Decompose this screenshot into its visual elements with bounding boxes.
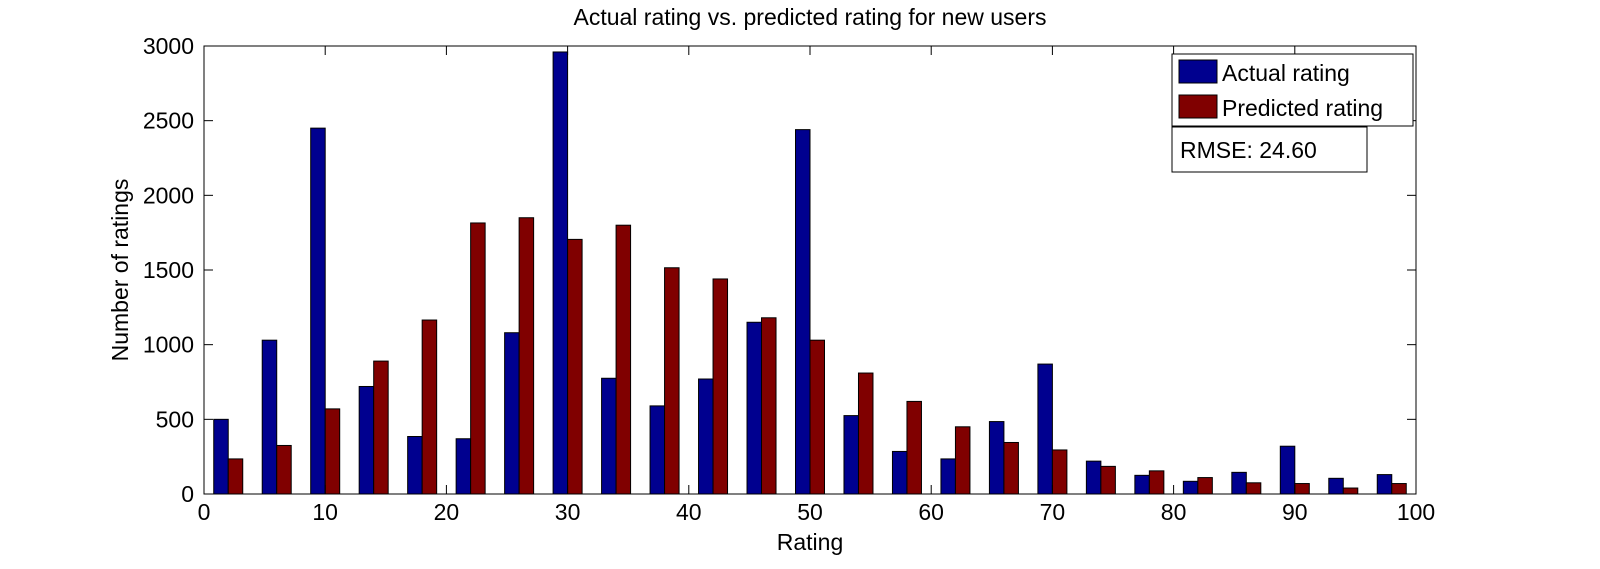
bar-predicted (518, 217, 535, 495)
y-tick-label: 1000 (143, 332, 194, 358)
bar-actual (940, 458, 956, 495)
x-tick-label: 40 (676, 499, 702, 525)
bar-actual (504, 332, 520, 495)
bar-actual (407, 436, 423, 495)
chart-title: Actual rating vs. predicted rating for n… (573, 4, 1046, 30)
bar-actual (1085, 460, 1102, 495)
y-tick-label: 3000 (143, 33, 194, 59)
bar-actual (1376, 474, 1393, 495)
bar-actual (261, 339, 278, 495)
legend-swatch-predicted (1178, 94, 1218, 119)
bar-predicted (373, 360, 389, 495)
y-tick-label: 0 (181, 481, 194, 507)
x-tick-label: 100 (1397, 499, 1435, 525)
x-tick-label: 30 (555, 499, 581, 525)
x-tick-label: 90 (1282, 499, 1308, 525)
y-axis-label: Number of ratings (107, 179, 133, 362)
bar-predicted (1051, 449, 1068, 495)
bar-predicted (1003, 441, 1019, 495)
bar-actual (746, 321, 763, 495)
bar-predicted (1342, 487, 1359, 495)
x-tick-label: 80 (1161, 499, 1187, 525)
bar-actual (601, 377, 617, 495)
x-axis-label: Rating (777, 529, 843, 555)
bar-predicted (276, 444, 292, 495)
bar-actual (1134, 474, 1150, 495)
x-tick-label: 60 (918, 499, 944, 525)
bar-predicted (712, 278, 729, 495)
x-tick-label: 10 (312, 499, 338, 525)
bar-predicted (227, 458, 244, 495)
rmse-text: RMSE: 24.60 (1180, 137, 1317, 163)
x-tick-label: 50 (797, 499, 823, 525)
bar-predicted (1100, 465, 1116, 495)
bar-actual (1037, 363, 1053, 495)
bar-actual (649, 405, 666, 495)
bar-actual (213, 418, 229, 495)
rmse-box (1171, 126, 1368, 173)
bar-predicted (1391, 483, 1407, 495)
y-tick-label: 2500 (143, 108, 194, 134)
bar-actual (310, 127, 326, 495)
legend-label-actual: Actual rating (1222, 60, 1350, 86)
legend: Actual rating Predicted rating (1171, 53, 1414, 127)
bar-predicted (954, 426, 971, 495)
bar-predicted (567, 238, 583, 495)
bar-predicted (1197, 477, 1213, 495)
bar-predicted (615, 224, 632, 495)
bar-predicted (1148, 470, 1165, 495)
rmse-annotation: RMSE: 24.60 (1171, 126, 1368, 173)
y-tick-label: 2000 (143, 182, 194, 208)
bar-predicted (421, 319, 438, 495)
y-tick-label: 1500 (143, 257, 194, 283)
y-tick-label: 500 (156, 406, 194, 432)
bar-actual (358, 385, 375, 495)
bar-predicted (761, 317, 777, 495)
bar-predicted (1294, 483, 1310, 495)
bar-predicted (857, 372, 874, 495)
bar-actual (843, 415, 859, 495)
bar-actual (1231, 471, 1247, 495)
bar-predicted (324, 408, 341, 495)
legend-label-predicted: Predicted rating (1222, 95, 1383, 121)
x-tick-label: 20 (434, 499, 460, 525)
bar-predicted (1245, 482, 1262, 495)
axes: 0 10 20 30 40 50 60 70 80 90 100050010001500200025… (143, 33, 1435, 525)
bar-actual (891, 450, 908, 495)
bar-actual (552, 51, 569, 495)
x-tick-label: 70 (1040, 499, 1066, 525)
x-tick-label: 0 (198, 499, 211, 525)
bar-predicted (664, 267, 680, 495)
bar-actual (988, 421, 1005, 495)
bar-predicted (906, 400, 922, 495)
bar-actual (1182, 480, 1199, 495)
legend-swatch-actual (1178, 59, 1218, 84)
bar-actual (455, 438, 472, 495)
bar-actual (795, 129, 811, 495)
bar-actual (698, 378, 714, 495)
bar-predicted (809, 339, 825, 495)
bar-predicted (470, 222, 486, 495)
bar-actual (1328, 477, 1344, 495)
bar-actual (1279, 445, 1296, 495)
